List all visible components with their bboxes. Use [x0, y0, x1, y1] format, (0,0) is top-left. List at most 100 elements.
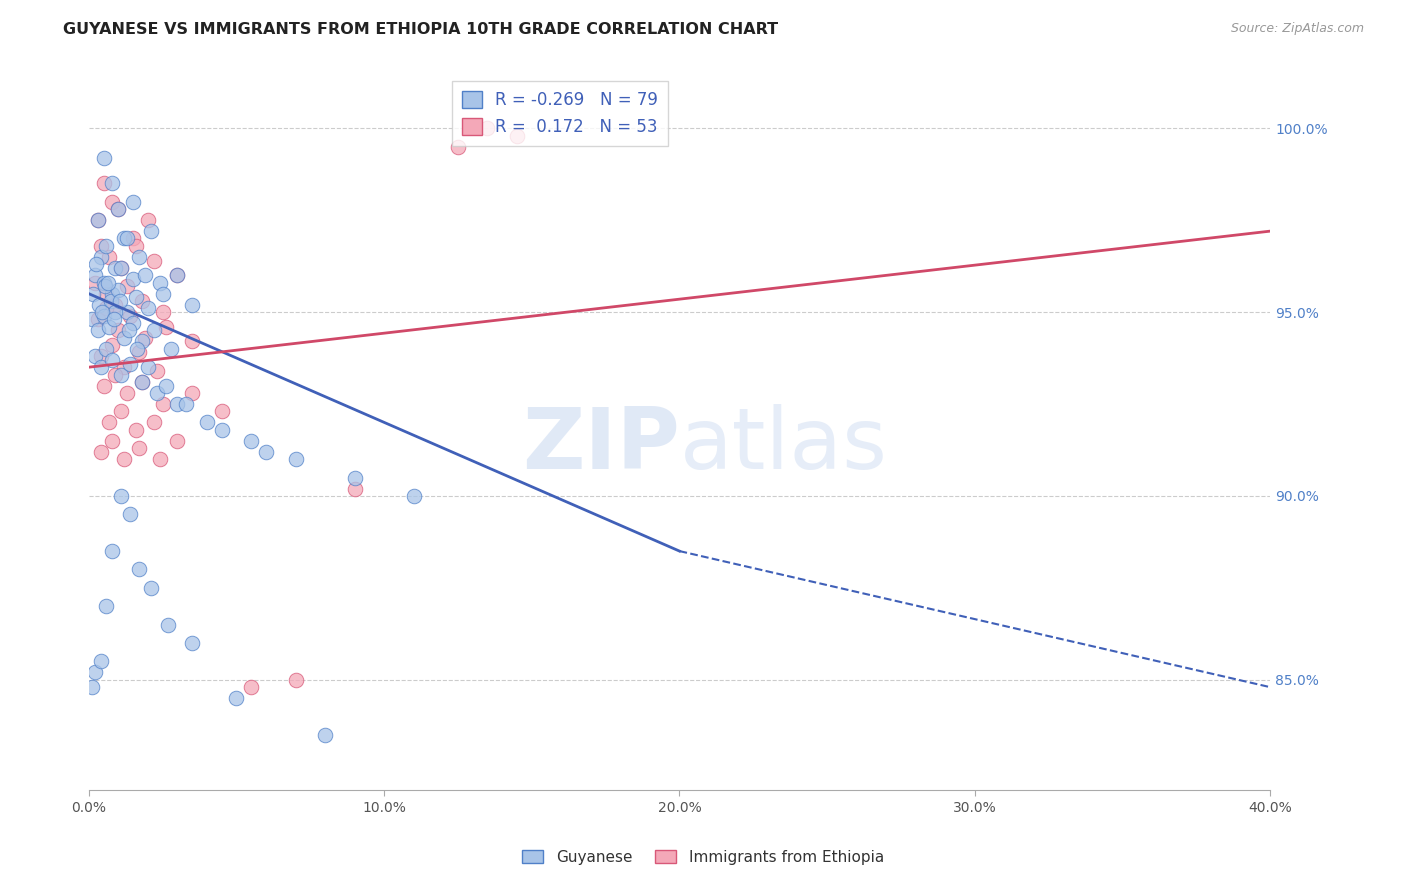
Point	[136, 360, 159, 375]
Point	[96, 239, 118, 253]
Point	[112, 360, 135, 375]
Point	[166, 434, 188, 448]
Text: GUYANESE VS IMMIGRANTS FROM ETHIOPIA 10TH GRADE CORRELATION CHART: GUYANESE VS IMMIGRANTS FROM ETHIOPIA 10T…	[63, 22, 779, 37]
Point	[117, 323, 139, 337]
Point	[149, 452, 172, 467]
Point	[122, 316, 145, 330]
Point	[506, 128, 529, 143]
Point	[90, 250, 112, 264]
Point	[86, 213, 108, 227]
Point	[90, 239, 112, 253]
Point	[134, 268, 156, 283]
Point	[90, 444, 112, 458]
Point	[174, 397, 197, 411]
Point	[125, 290, 148, 304]
Point	[96, 301, 118, 316]
Point	[152, 286, 174, 301]
Point	[112, 231, 135, 245]
Point	[131, 293, 153, 308]
Point	[110, 489, 132, 503]
Point	[93, 151, 115, 165]
Point	[80, 312, 103, 326]
Point	[112, 452, 135, 467]
Point	[122, 194, 145, 209]
Point	[110, 404, 132, 418]
Legend: Guyanese, Immigrants from Ethiopia: Guyanese, Immigrants from Ethiopia	[516, 844, 890, 871]
Point	[120, 309, 142, 323]
Point	[97, 276, 120, 290]
Point	[112, 331, 135, 345]
Point	[86, 312, 108, 326]
Text: Source: ZipAtlas.com: Source: ZipAtlas.com	[1230, 22, 1364, 36]
Point	[128, 250, 150, 264]
Point	[101, 177, 124, 191]
Point	[139, 581, 162, 595]
Point	[142, 416, 165, 430]
Point	[447, 139, 470, 153]
Point	[101, 286, 124, 301]
Point	[107, 202, 129, 216]
Point	[108, 293, 131, 308]
Point	[103, 312, 125, 326]
Point	[115, 231, 138, 245]
Point	[284, 673, 307, 687]
Point	[181, 636, 204, 650]
Point	[181, 334, 204, 349]
Point	[211, 404, 233, 418]
Point	[104, 305, 127, 319]
Point	[91, 305, 114, 319]
Point	[83, 276, 105, 290]
Point	[110, 260, 132, 275]
Point	[211, 423, 233, 437]
Point	[98, 416, 121, 430]
Point	[122, 231, 145, 245]
Point	[80, 680, 103, 694]
Point	[110, 368, 132, 382]
Point	[107, 202, 129, 216]
Point	[83, 665, 105, 680]
Point	[152, 305, 174, 319]
Point	[181, 298, 204, 312]
Point	[101, 434, 124, 448]
Point	[314, 728, 336, 742]
Point	[93, 309, 115, 323]
Point	[152, 397, 174, 411]
Point	[477, 121, 499, 136]
Point	[254, 444, 277, 458]
Text: atlas: atlas	[679, 404, 887, 487]
Point	[107, 283, 129, 297]
Point	[115, 279, 138, 293]
Point	[166, 268, 188, 283]
Point	[131, 334, 153, 349]
Point	[225, 691, 247, 706]
Point	[94, 279, 117, 293]
Point	[90, 349, 112, 363]
Point	[93, 177, 115, 191]
Point	[96, 286, 118, 301]
Point	[104, 298, 127, 312]
Point	[145, 364, 167, 378]
Point	[101, 544, 124, 558]
Legend: R = -0.269   N = 79, R =  0.172   N = 53: R = -0.269 N = 79, R = 0.172 N = 53	[451, 81, 668, 146]
Point	[134, 331, 156, 345]
Point	[82, 286, 104, 301]
Point	[142, 323, 165, 337]
Point	[343, 482, 366, 496]
Point	[160, 342, 183, 356]
Point	[110, 260, 132, 275]
Point	[98, 319, 121, 334]
Point	[107, 323, 129, 337]
Point	[115, 305, 138, 319]
Point	[86, 213, 108, 227]
Point	[90, 655, 112, 669]
Point	[96, 599, 118, 614]
Point	[98, 250, 121, 264]
Point	[101, 194, 124, 209]
Point	[142, 253, 165, 268]
Point	[83, 349, 105, 363]
Point	[166, 397, 188, 411]
Point	[93, 276, 115, 290]
Point	[139, 224, 162, 238]
Point	[136, 301, 159, 316]
Point	[131, 375, 153, 389]
